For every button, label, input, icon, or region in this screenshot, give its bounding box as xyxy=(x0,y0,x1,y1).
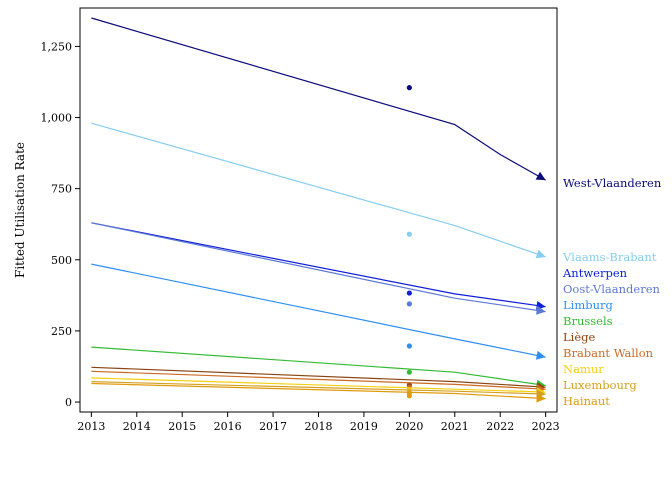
series-arrow-hainaut xyxy=(536,393,546,403)
x-tick-label-2019: 2019 xyxy=(350,420,378,433)
series-label-namur: Namur xyxy=(563,362,604,376)
x-tick-label-2017: 2017 xyxy=(259,420,287,433)
x-tick-label-2014: 2014 xyxy=(123,420,151,433)
series-arrow-limburg xyxy=(535,350,546,360)
x-tick-label-2013: 2013 xyxy=(77,420,105,433)
series-label-hainaut: Hainaut xyxy=(563,394,610,408)
x-tick-label-2016: 2016 xyxy=(214,420,242,433)
chart-axes: 2013 2014 2015 2016 2017 2018 2019 2020 2021 2022… xyxy=(41,40,560,433)
observed-point-limburg xyxy=(406,343,412,349)
series-label-antwerpen: Antwerpen xyxy=(562,266,628,280)
series-label-oost-vlaanderen: Oost-Vlaanderen xyxy=(563,282,660,296)
series-arrow-west-vlaanderen xyxy=(535,171,546,181)
series-label-limburg: Limburg xyxy=(563,298,613,312)
series-line-antwerpen xyxy=(91,222,546,308)
series-line-brabant-wallon xyxy=(91,370,546,390)
y-tick-label-1000: 1,000 xyxy=(41,112,73,125)
series-label-brussels: Brussels xyxy=(563,314,613,328)
observed-point-brussels xyxy=(406,369,412,375)
series-line-west-vlaanderen xyxy=(91,17,546,181)
observed-point-oost-vlaanderen xyxy=(406,301,412,307)
series-line-vlaams-brabant xyxy=(91,122,546,258)
series-labels: West-Vlaanderen Vlaams-Brabant Antwerpen Oo… xyxy=(562,176,662,408)
observed-point-hainaut xyxy=(406,393,412,399)
observed-point-west-vlaanderen xyxy=(406,85,412,91)
x-tick-label-2023: 2023 xyxy=(532,420,560,433)
y-axis-title: Fitted Utilisation Rate xyxy=(13,142,27,278)
chart-marks xyxy=(91,17,546,403)
series-label-li-ge: Liège xyxy=(563,330,595,344)
series-line-namur xyxy=(91,377,546,393)
y-tick-label-250: 250 xyxy=(51,325,72,338)
x-tick-label-2022: 2022 xyxy=(486,420,514,433)
x-tick-label-2018: 2018 xyxy=(305,420,333,433)
series-arrow-vlaams-brabant xyxy=(535,249,546,259)
series-label-luxembourg: Luxembourg xyxy=(563,378,637,392)
x-tick-label-2021: 2021 xyxy=(441,420,469,433)
x-tick-label-2020: 2020 xyxy=(395,420,423,433)
series-line-hainaut xyxy=(91,382,546,400)
series-line-brussels xyxy=(91,346,546,387)
series-label-brabant-wallon: Brabant Wallon xyxy=(563,346,654,360)
observed-point-antwerpen xyxy=(406,290,412,296)
y-tick-label-750: 750 xyxy=(51,183,72,196)
y-tick-label-500: 500 xyxy=(51,254,72,267)
series-label-vlaams-brabant: Vlaams-Brabant xyxy=(562,250,657,264)
series-label-west-vlaanderen: West-Vlaanderen xyxy=(563,176,662,190)
y-tick-label-1250: 1,250 xyxy=(41,40,73,53)
series-line-oost-vlaanderen xyxy=(91,222,546,313)
series-arrow-oost-vlaanderen xyxy=(536,305,546,315)
observed-point-vlaams-brabant xyxy=(406,231,412,237)
x-tick-label-2015: 2015 xyxy=(168,420,196,433)
series-line-li-ge xyxy=(91,366,546,388)
series-line-limburg xyxy=(91,263,546,358)
y-tick-label-0: 0 xyxy=(65,396,72,409)
series-line-luxembourg xyxy=(91,381,546,395)
